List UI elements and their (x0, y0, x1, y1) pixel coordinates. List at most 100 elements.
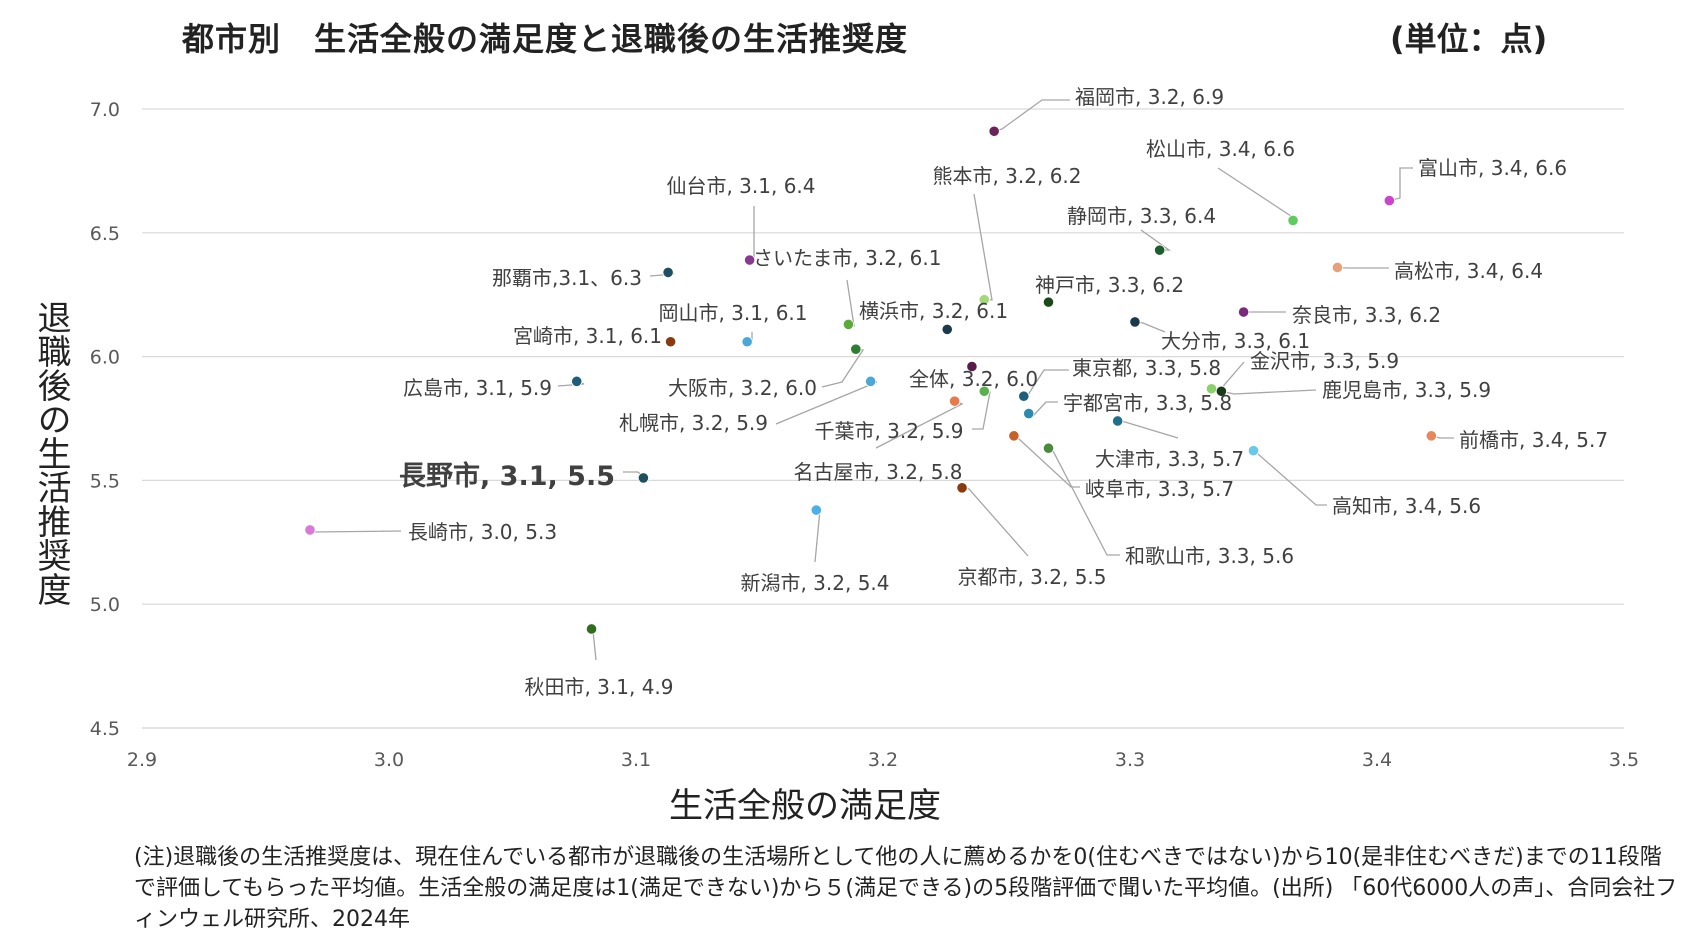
point-label: 福岡市, 3.2, 6.9 (1075, 85, 1224, 109)
x-tick-label: 2.9 (127, 749, 157, 771)
point-labels: 福岡市, 3.2, 6.9 松山市, 3.4, 6.6 富山市, 3.4, 6.6 熊… (399, 85, 1608, 699)
data-point (966, 360, 978, 373)
data-point (1112, 415, 1124, 427)
leader-line (972, 390, 991, 430)
point-label: 那覇市,3.1、6.3 (492, 266, 642, 290)
point-label: 静岡市, 3.3, 6.4 (1067, 204, 1216, 228)
x-tick-label: 3.1 (621, 749, 651, 771)
data-point (1287, 214, 1299, 227)
point-label: 横浜市, 3.2, 6.1 (859, 299, 1008, 323)
point-label: 岡山市, 3.1, 6.1 (658, 301, 807, 325)
data-point (850, 343, 862, 355)
leader-line (961, 487, 1029, 557)
y-tick-label: 6.0 (90, 347, 120, 369)
data-point (664, 336, 677, 348)
data-point (1042, 442, 1055, 454)
point-label: 宇都宮市, 3.3, 5.8 (1063, 391, 1232, 415)
point-label: 大津市, 3.3, 5.7 (1095, 447, 1244, 471)
data-point (1042, 296, 1055, 308)
data-point (585, 623, 598, 635)
x-tick-label: 3.4 (1362, 749, 1392, 771)
leader-line (821, 348, 865, 388)
data-point (949, 395, 961, 407)
data-point (1247, 445, 1260, 457)
leader-line (993, 99, 1070, 132)
point-label: 高知市, 3.4, 5.6 (1332, 494, 1481, 518)
unit-label: (単位：点) (1390, 20, 1548, 58)
leader-line (814, 509, 821, 563)
y-tick-label: 5.0 (90, 594, 120, 616)
y-tick-label: 4.5 (90, 718, 120, 740)
grid-lines (142, 108, 1624, 729)
data-point (978, 294, 990, 306)
data-point (1154, 244, 1166, 256)
point-label: 岐阜市, 3.3, 5.7 (1085, 477, 1234, 501)
data-point (1023, 407, 1035, 420)
data-points (304, 125, 1437, 635)
point-label: 千葉市, 3.2, 5.9 (814, 419, 963, 443)
point-label: 広島市, 3.1, 5.9 (403, 376, 552, 400)
leader-line (1389, 167, 1413, 202)
footnote: (注)退職後の生活推奨度は、現在住んでいる都市が退職後の生活場所として他の人に薦… (134, 845, 1678, 932)
leader-line (973, 193, 993, 301)
data-point (941, 323, 953, 335)
x-tick-label: 3.2 (868, 749, 898, 771)
leader-line (1253, 450, 1327, 506)
point-label: 高松市, 3.4, 6.4 (1394, 259, 1543, 283)
y-tick-label: 5.5 (90, 470, 120, 492)
point-label: 全体, 3.2, 6.0 (909, 367, 1038, 391)
point-label: 富山市, 3.4, 6.6 (1418, 156, 1567, 180)
chart-title: 都市別 生活全般の満足度と退職後の生活推奨度 (182, 20, 909, 58)
point-label: 松山市, 3.4, 6.6 (1146, 137, 1295, 161)
data-point (637, 472, 650, 484)
point-label: 熊本市, 3.2, 6.2 (932, 164, 1081, 188)
data-point (744, 254, 756, 266)
x-tick-label: 3.5 (1609, 749, 1639, 771)
point-label: 大阪市, 3.2, 6.0 (668, 376, 817, 400)
point-label: さいたま市, 3.2, 6.1 (753, 246, 941, 270)
data-point (842, 318, 855, 331)
point-label: 札幌市, 3.2, 5.9 (619, 411, 768, 435)
data-point (956, 482, 968, 494)
x-tick-labels: 2.9 3.0 3.1 3.2 3.3 3.4 3.5 (127, 749, 1639, 771)
y-tick-labels: 4.5 5.0 5.5 6.0 6.5 7.0 (90, 99, 120, 740)
data-point (1008, 430, 1020, 442)
point-label: 仙台市, 3.1, 6.4 (666, 174, 815, 198)
data-point (741, 336, 753, 348)
point-label: 和歌山市, 3.3, 5.6 (1125, 544, 1294, 568)
data-point (571, 375, 583, 387)
data-point (662, 266, 674, 279)
point-label: 名古屋市, 3.2, 5.8 (793, 460, 962, 484)
point-label: 新潟市, 3.2, 5.4 (740, 571, 889, 595)
point-label: 東京都, 3.3, 5.8 (1072, 356, 1221, 380)
data-point (1383, 195, 1395, 207)
data-point (1331, 261, 1344, 274)
point-label: 神戸市, 3.3, 6.2 (1035, 273, 1184, 297)
y-tick-label: 7.0 (90, 99, 120, 121)
point-label: 京都市, 3.2, 5.5 (957, 565, 1106, 589)
data-point (978, 385, 990, 397)
point-label: 宮崎市, 3.1, 6.1 (513, 324, 662, 348)
data-point (810, 504, 822, 516)
x-tick-label: 3.3 (1115, 749, 1145, 771)
leader-line (309, 529, 402, 533)
point-label: 長崎市, 3.0, 5.3 (408, 520, 557, 544)
data-point (1215, 385, 1227, 397)
leader-line (1221, 389, 1317, 395)
leader-line (1117, 420, 1179, 439)
y-tick-label: 6.5 (90, 223, 120, 245)
point-label: 鹿児島市, 3.3, 5.9 (1322, 378, 1491, 402)
data-point (304, 524, 316, 536)
point-label: 秋田市, 3.1, 4.9 (524, 675, 673, 699)
leader-line (1337, 266, 1389, 269)
x-axis-label: 生活全般の満足度 (669, 786, 941, 826)
data-point (1238, 306, 1250, 318)
point-label: 大分市, 3.3, 6.1 (1161, 329, 1310, 353)
point-label: 前橋市, 3.4, 5.7 (1459, 428, 1608, 452)
data-point (1129, 316, 1141, 328)
data-point (1018, 390, 1030, 402)
point-label: 金沢市, 3.3, 5.9 (1250, 349, 1399, 373)
data-point (865, 375, 877, 387)
data-point (1425, 430, 1437, 442)
